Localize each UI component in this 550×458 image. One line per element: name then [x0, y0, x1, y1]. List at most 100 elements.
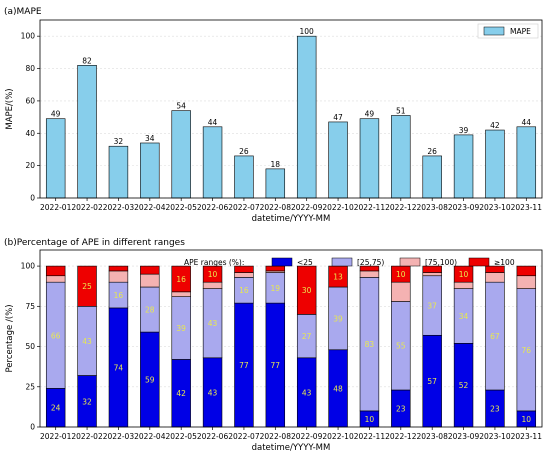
mape-bar: [328, 121, 348, 199]
panel-a-ytick-label: 80: [25, 64, 35, 73]
mape-bar: [108, 145, 129, 199]
panel-a-ytick-label: 100: [21, 32, 36, 41]
panel-b-ytick-label: 50: [25, 342, 35, 351]
stacked-bar-segment: [265, 265, 286, 272]
panel-a-xtick-label: 2022-12: [385, 203, 417, 212]
stacked-bar-segment: [140, 265, 160, 275]
stacked-bar-segment: [45, 265, 66, 277]
mape-bar: [202, 126, 223, 199]
segment-label: 37: [427, 302, 437, 311]
panel-b-xtick-label: 2022-03: [103, 432, 135, 441]
segment-label: 10: [365, 415, 375, 424]
panel-a-ytick-label: 0: [30, 194, 35, 203]
segment-label: 83: [365, 340, 375, 349]
mape-bar: [391, 115, 411, 199]
segment-label: 27: [302, 332, 312, 341]
mape-bar: [422, 155, 442, 199]
segment-label: 43: [82, 337, 92, 346]
panel-b-xtick-label: 2022-08: [260, 432, 292, 441]
legend-title-ape-ranges: APE ranges (%):: [184, 258, 244, 267]
segment-label: 30: [302, 286, 312, 295]
panel-b-xlabel: datetime/YYYY-MM: [252, 443, 331, 453]
panel-b-xtick-label: 2023-09: [448, 432, 480, 441]
panel-a-xtick-label: 2022-01: [40, 203, 72, 212]
panel-b-frame: [39, 249, 543, 428]
panel-b-xtick-label: 2022-05: [166, 432, 198, 441]
mape-data-label: 51: [396, 106, 406, 115]
mape-data-label: 49: [51, 110, 61, 119]
panel-a-xtick-label: 2022-05: [166, 203, 198, 212]
stacked-bar-segment: [296, 265, 317, 315]
panel-b-ytick-label: 100: [21, 262, 36, 271]
segment-label: 77: [271, 361, 281, 370]
mape-data-label: 18: [271, 160, 281, 169]
legend-swatch-range: [468, 257, 490, 267]
mape-data-label: 39: [459, 126, 469, 135]
stacked-bar-segment: [359, 265, 380, 272]
segment-label: 13: [333, 273, 343, 282]
stacked-bar-segment: [422, 265, 442, 273]
stacked-bar-segment: [422, 272, 442, 277]
segment-label: 25: [82, 282, 92, 291]
mape-bar: [234, 155, 254, 199]
panel-b-ytick-label: 25: [25, 382, 35, 391]
mape-data-label: 32: [114, 137, 124, 146]
legend-swatch-range: [331, 257, 353, 267]
mape-data-label: 54: [176, 102, 186, 111]
mape-bar: [296, 35, 317, 199]
stacked-bar-segment: [453, 265, 474, 283]
segment-label: 48: [333, 384, 343, 393]
stacked-bar-segment: [77, 265, 97, 307]
panel-a-xtick-label: 2022-11: [354, 203, 386, 212]
segment-label: 10: [522, 415, 532, 424]
stacked-bar-segment: [108, 265, 129, 272]
panel-b-xtick-label: 2022-12: [385, 432, 417, 441]
mape-bar: [359, 118, 380, 199]
legend-label-range: [25,75): [357, 258, 384, 267]
panel-a-xtick-label: 2022-06: [197, 203, 229, 212]
mape-data-label: 82: [82, 56, 92, 65]
legend-label-mape: MAPE: [510, 27, 531, 36]
segment-label: 77: [239, 361, 249, 370]
segment-label: 74: [114, 363, 124, 372]
legend-label-range: <25: [297, 258, 313, 267]
segment-label: 10: [459, 270, 469, 279]
stacked-bar-segment: [45, 275, 66, 283]
mape-data-label: 100: [300, 27, 315, 36]
legend-label-range: [75,100): [425, 258, 457, 267]
panel-b-xtick-label: 2022-11: [354, 432, 386, 441]
mape-data-label: 49: [365, 110, 375, 119]
stacked-bar-segment: [108, 270, 129, 283]
panel-b-ylabel: Percentage /(%): [5, 304, 15, 372]
stacked-bar-segment: [234, 265, 254, 273]
stacked-bar-segment: [453, 281, 474, 289]
panel-a-xlabel: datetime/YYYY-MM: [252, 214, 331, 224]
panel-b-xtick-label: 2022-10: [322, 432, 354, 441]
mape-data-label: 47: [333, 113, 343, 122]
segment-label: 24: [51, 404, 61, 413]
mape-bar: [516, 126, 537, 199]
panel-a-xtick-label: 2023-11: [511, 203, 543, 212]
segment-label: 76: [522, 346, 532, 355]
panel-b-xtick-label: 2022-09: [291, 432, 323, 441]
segment-label: 66: [51, 331, 61, 340]
panel-b-title: (b)Percentage of APE in different ranges: [4, 238, 185, 248]
panel-a-xtick-label: 2023-10: [479, 203, 511, 212]
panel-a-xtick-label: 2022-07: [228, 203, 260, 212]
segment-label: 19: [271, 284, 281, 293]
stacked-bar-segment: [202, 265, 223, 283]
panel-a-title: (a)MAPE: [4, 7, 42, 17]
stacked-bar-segment: [202, 281, 223, 289]
mape-data-label: 42: [490, 121, 500, 130]
segment-label: 16: [176, 275, 186, 284]
panel-b-xtick-label: 2022-07: [228, 432, 260, 441]
mape-data-label: 26: [427, 147, 437, 156]
segment-label: 39: [176, 324, 186, 333]
panel-a-xtick-label: 2022-04: [134, 203, 166, 212]
legend-swatch-range: [399, 257, 421, 267]
stacked-bar-segment: [391, 281, 411, 302]
legend-swatch-range: [271, 257, 293, 267]
mape-bar: [140, 142, 160, 199]
